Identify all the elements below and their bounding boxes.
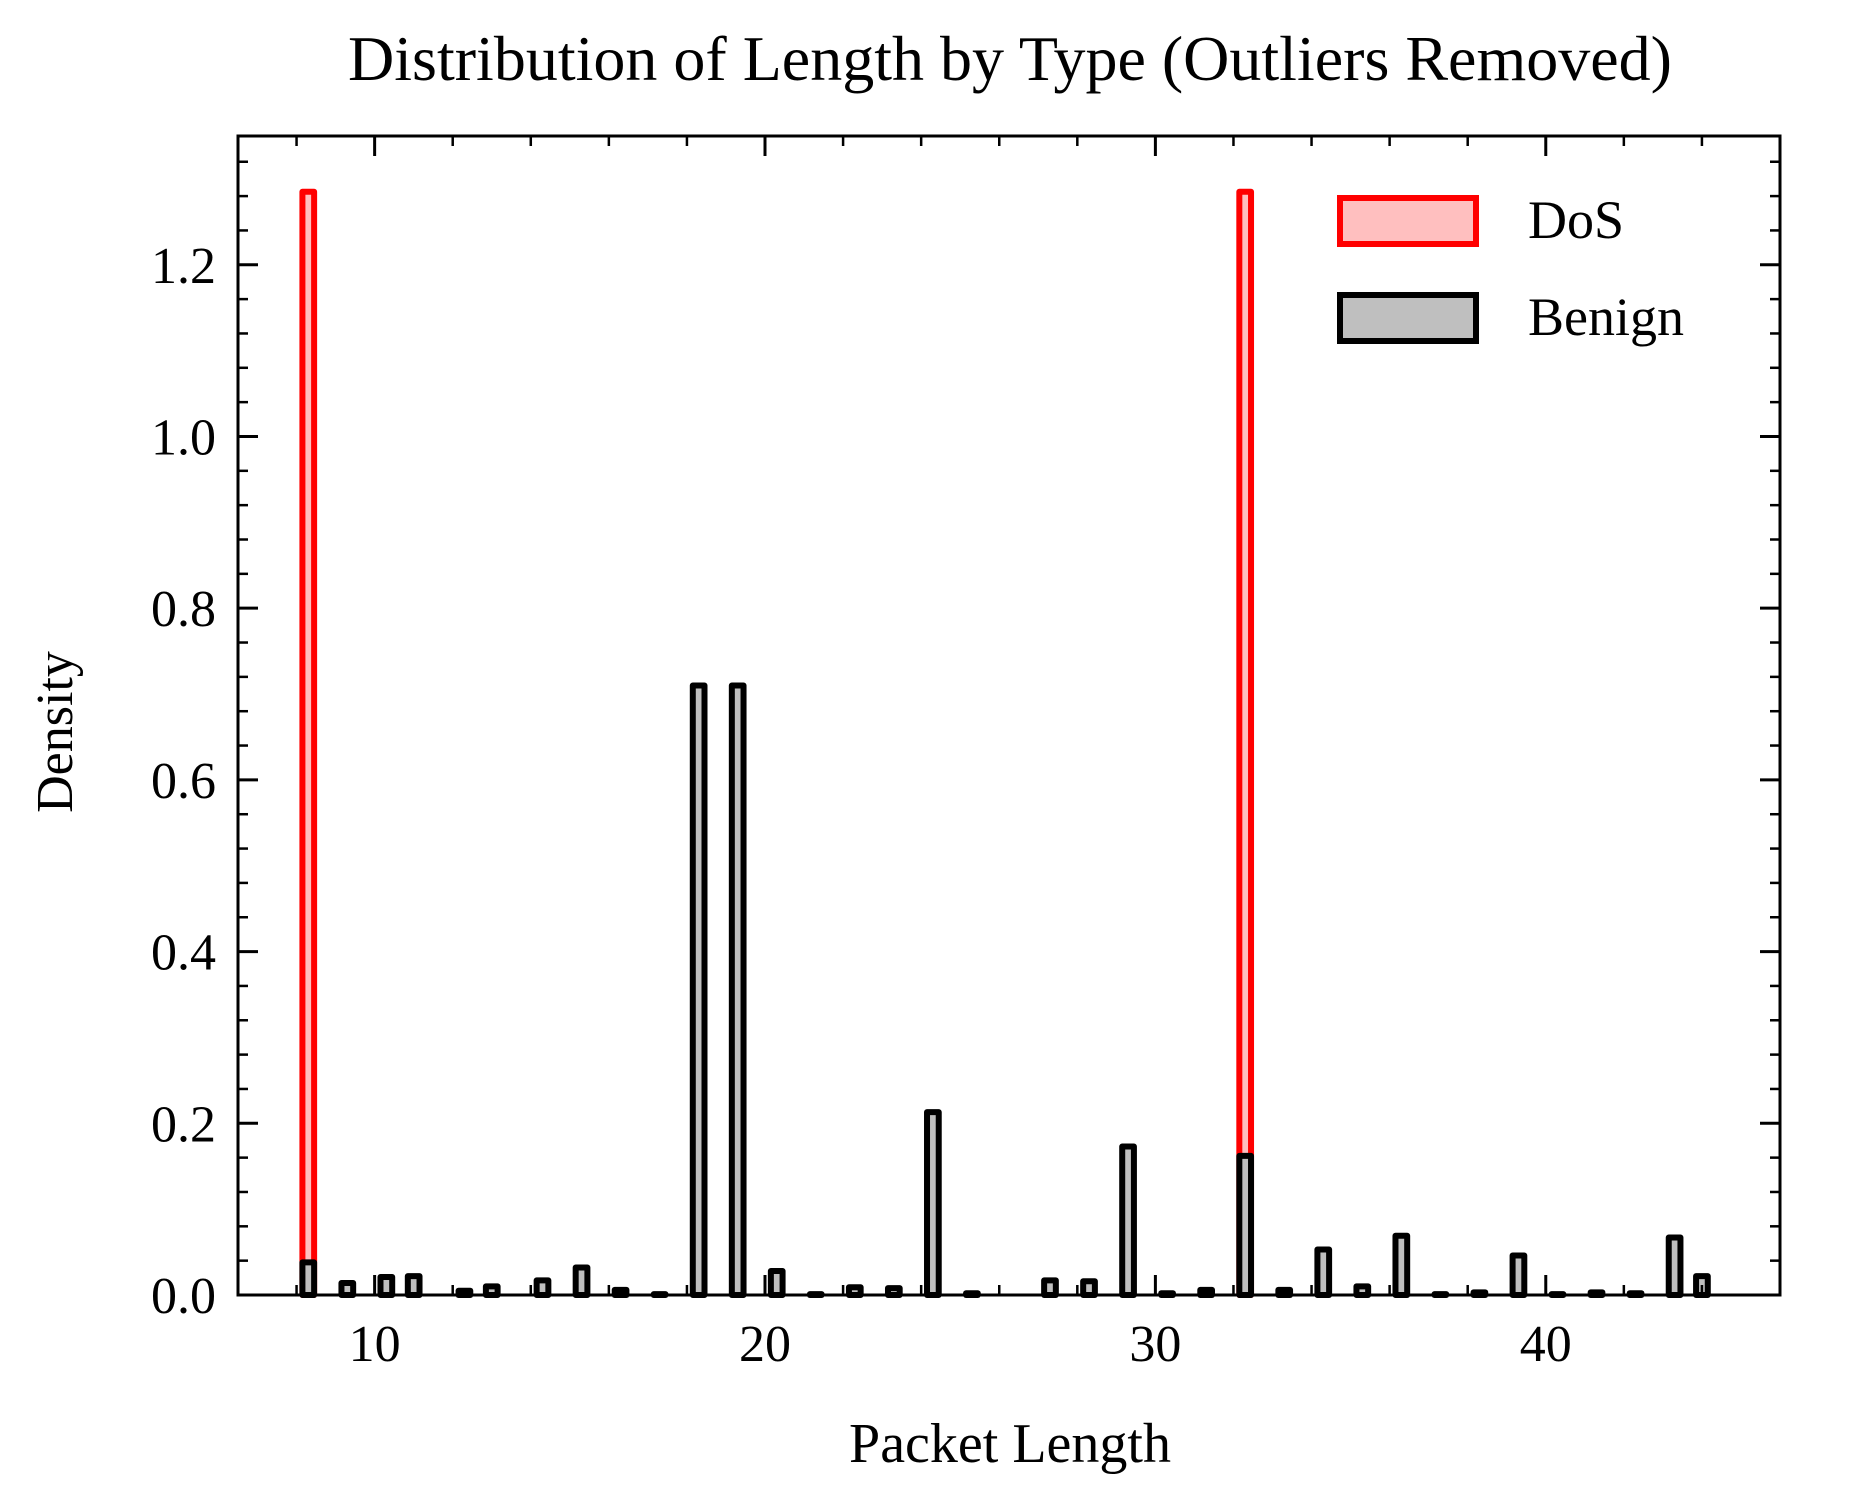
benign-bar xyxy=(1509,1252,1528,1299)
benign-bar xyxy=(572,1264,591,1299)
benign-bar xyxy=(924,1109,942,1298)
benign-bar xyxy=(338,1279,357,1298)
plot-frame xyxy=(236,134,1782,1297)
benign-bar xyxy=(1236,1152,1255,1299)
legend-label: Benign xyxy=(1528,287,1684,347)
benign-bar xyxy=(1080,1278,1098,1298)
benign-bar xyxy=(404,1273,423,1298)
legend-label: DoS xyxy=(1528,190,1624,250)
chart-title: Distribution of Length by Type (Outliers… xyxy=(348,23,1672,94)
x-tick-label: 10 xyxy=(349,1316,401,1373)
series-benign xyxy=(299,682,1711,1299)
benign-bar xyxy=(299,1259,318,1299)
benign-bar xyxy=(1119,1143,1137,1299)
benign-bar xyxy=(533,1277,552,1298)
dos-bar xyxy=(299,188,318,1298)
legend-item-dos: DoS xyxy=(1337,190,1624,250)
x-tick-label: 30 xyxy=(1129,1316,1181,1373)
benign-bar xyxy=(1665,1234,1684,1298)
benign-bar xyxy=(377,1273,396,1298)
bars-layer xyxy=(299,188,1711,1299)
y-tick-label: 0.4 xyxy=(151,925,216,982)
benign-bar xyxy=(689,682,708,1298)
legend-swatch xyxy=(1337,195,1479,247)
benign-bar xyxy=(1041,1277,1059,1298)
benign-bar xyxy=(1314,1246,1333,1299)
y-tick-label: 1.0 xyxy=(151,409,216,466)
legend-swatch xyxy=(1337,292,1479,344)
x-tick-label: 20 xyxy=(739,1316,791,1373)
axes-layer: 10 20 30 40 0.0 0.2 0.4 0.6 0.8 1.0 1.2 xyxy=(151,134,1782,1373)
y-tick-label: 1.2 xyxy=(151,238,216,295)
x-tick-label: 40 xyxy=(1520,1316,1572,1373)
series-dos xyxy=(299,188,1255,1298)
benign-bar xyxy=(728,682,747,1298)
y-tick-label: 0.8 xyxy=(151,581,216,638)
y-tick-label: 0.2 xyxy=(151,1096,216,1153)
benign-bar xyxy=(1392,1232,1411,1298)
y-axis-label: Density xyxy=(27,651,84,813)
benign-bar xyxy=(767,1267,786,1298)
x-axis-label: Packet Length xyxy=(849,1413,1171,1475)
y-tick-label: 0.6 xyxy=(151,753,216,810)
legend: DoS Benign xyxy=(1337,190,1684,347)
y-tick-label: 0.0 xyxy=(151,1268,216,1325)
legend-item-benign: Benign xyxy=(1337,287,1684,347)
dos-bar xyxy=(1236,188,1255,1298)
